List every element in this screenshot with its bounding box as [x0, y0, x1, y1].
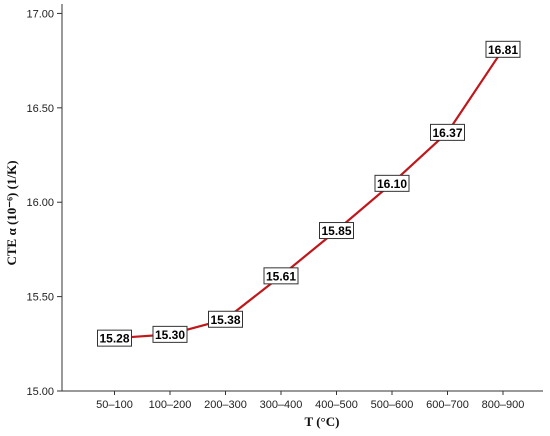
data-label-text: 15.28 [99, 332, 129, 346]
data-label: 15.85 [319, 222, 354, 240]
data-label-text: 16.10 [377, 177, 407, 191]
series-line-group [114, 48, 504, 340]
data-label-box [152, 325, 188, 343]
x-tick-label: 100–200 [149, 399, 192, 411]
cte-series-line [114, 48, 504, 340]
data-label-text: 15.85 [321, 224, 351, 238]
data-label: 15.61 [263, 267, 299, 285]
data-label-box [485, 40, 521, 58]
data-label: 15.38 [208, 310, 243, 328]
x-tick-label: 400–500 [315, 399, 358, 411]
x-tick-label: 800–900 [482, 399, 525, 411]
data-label-text: 15.61 [266, 269, 296, 283]
data-label-box [319, 222, 354, 240]
x-tick-label: 600–700 [426, 399, 469, 411]
data-labels: 15.28 15.30 15.38 15.61 15.85 16.10 16.37 16.81 [97, 40, 521, 347]
data-label-box [263, 267, 299, 285]
data-label: 15.28 [97, 329, 132, 347]
y-tick-label: 17.00 [26, 8, 54, 20]
axes [61, 4, 543, 392]
data-label-text: 16.37 [432, 126, 462, 140]
data-label-text: 15.30 [155, 328, 185, 342]
data-label-text: 16.81 [488, 43, 518, 57]
y-axis-title: CTE α (10⁻⁶) (1/K) [4, 160, 19, 265]
x-tick-label: 200–300 [204, 399, 247, 411]
data-label: 15.30 [152, 325, 188, 343]
y-tick-label: 16.00 [26, 197, 54, 209]
data-label: 16.81 [485, 40, 521, 58]
data-label-box [97, 329, 132, 347]
x-tick-label: 300–400 [260, 399, 303, 411]
data-label: 16.10 [374, 174, 410, 192]
y-tick-label: 15.00 [26, 386, 54, 398]
data-label-text: 15.38 [210, 313, 240, 327]
x-tick-label: 50–100 [96, 399, 133, 411]
data-label-box [208, 310, 243, 328]
x-axis-title: T (°C) [305, 414, 340, 429]
data-label-box [374, 174, 410, 192]
y-tick-label: 16.50 [26, 103, 54, 115]
y-axis-ticks: 15.00 15.50 16.00 16.50 17.00 [26, 8, 62, 398]
data-label-box [430, 123, 465, 141]
y-tick-label: 15.50 [26, 292, 54, 304]
x-axis-ticks: 50–100 100–200 200–300 300–400 400–500 500–60… [96, 391, 524, 411]
x-tick-label: 500–600 [371, 399, 414, 411]
data-label: 16.37 [430, 123, 465, 141]
